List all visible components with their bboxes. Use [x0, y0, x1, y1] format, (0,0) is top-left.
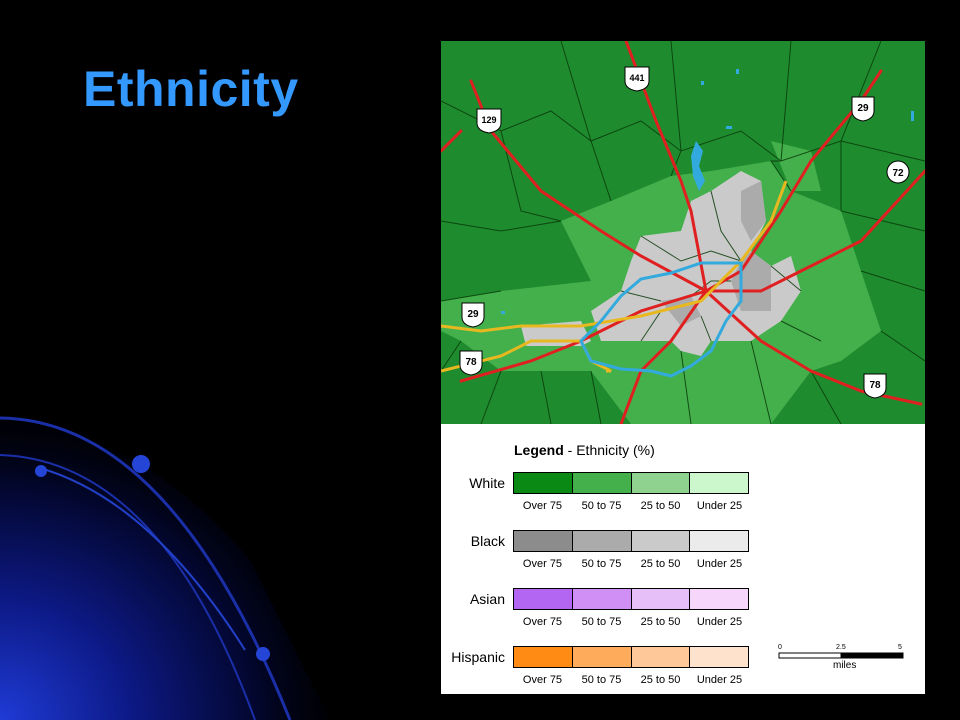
legend-swatch [690, 531, 748, 551]
legend-swatch [690, 589, 748, 609]
legend-swatch [514, 531, 573, 551]
decorative-dot [35, 465, 47, 477]
region-black-50-75 [741, 181, 766, 241]
bypass-loop [579, 261, 743, 378]
legend-swatch-row [513, 530, 749, 552]
bin-label: 25 to 50 [640, 616, 681, 628]
legend-group-label: Black [470, 533, 505, 549]
legend-bins: Over 75 50 to 75 25 to 50 Under 25 [513, 674, 753, 686]
legend-swatch [572, 473, 632, 493]
scale-tick: 5 [898, 644, 902, 651]
legend-swatch [572, 531, 632, 551]
legend-swatch [631, 473, 691, 493]
decorative-dot [132, 455, 150, 473]
legend-title-bold: Legend [514, 442, 564, 458]
route-label: 72 [892, 168, 904, 179]
scale-bar: 0 2.5 5 miles [778, 644, 906, 674]
ethnicity-map: 441 129 29 72 29 78 [441, 41, 925, 424]
map-legend: Legend - Ethnicity (%) White Over 75 50 t… [441, 424, 925, 694]
route-label: 29 [857, 103, 869, 114]
legend-swatch [631, 589, 691, 609]
legend-group-label: Hispanic [451, 649, 505, 665]
legend-bins: Over 75 50 to 75 25 to 50 Under 25 [513, 500, 753, 512]
route-label: 78 [869, 380, 881, 391]
scale-bar-graphic [778, 652, 904, 659]
legend-swatch [514, 647, 573, 667]
bin-label: Under 25 [696, 500, 743, 512]
legend-swatch [690, 473, 748, 493]
route-label: 441 [629, 73, 644, 83]
lake [691, 141, 705, 191]
bin-label: Over 75 [522, 500, 563, 512]
legend-title: Legend - Ethnicity (%) [514, 442, 655, 458]
route-shields: 441 129 29 72 29 78 [459, 66, 910, 399]
legend-bins: Over 75 50 to 75 25 to 50 Under 25 [513, 558, 753, 570]
bin-label: 50 to 75 [581, 674, 622, 686]
bin-label: 25 to 50 [640, 674, 681, 686]
legend-bins: Over 75 50 to 75 25 to 50 Under 25 [513, 616, 753, 628]
bin-label: 25 to 50 [640, 558, 681, 570]
bin-label: Over 75 [522, 558, 563, 570]
bin-label: Under 25 [696, 616, 743, 628]
scale-tick: 0 [778, 644, 782, 651]
bin-label: 50 to 75 [581, 500, 622, 512]
slide-title: Ethnicity [83, 61, 299, 117]
legend-swatch-row [513, 472, 749, 494]
legend-swatch [631, 647, 691, 667]
bin-label: 25 to 50 [640, 500, 681, 512]
legend-swatch [514, 473, 573, 493]
bin-label: 50 to 75 [581, 558, 622, 570]
legend-swatch [514, 589, 573, 609]
bin-label: 50 to 75 [581, 616, 622, 628]
legend-swatch [572, 647, 632, 667]
scale-tick: 2.5 [836, 644, 846, 651]
legend-group-label: White [469, 475, 505, 491]
legend-swatch-row [513, 588, 749, 610]
bin-label: Over 75 [522, 674, 563, 686]
scale-unit: miles [833, 660, 857, 671]
legend-title-rest: - Ethnicity (%) [563, 442, 655, 458]
legend-group-label: Asian [469, 591, 505, 607]
legend-swatch [572, 589, 632, 609]
route-label: 78 [465, 357, 477, 368]
route-label: 29 [467, 309, 479, 320]
legend-swatch-row [513, 646, 749, 668]
decorative-dot [256, 647, 270, 661]
legend-swatch [690, 647, 748, 667]
route-label: 129 [481, 115, 496, 125]
bin-label: Under 25 [696, 674, 743, 686]
bin-label: Under 25 [696, 558, 743, 570]
region-white-50-75 [771, 141, 821, 191]
bin-label: Over 75 [522, 616, 563, 628]
legend-swatch [631, 531, 691, 551]
